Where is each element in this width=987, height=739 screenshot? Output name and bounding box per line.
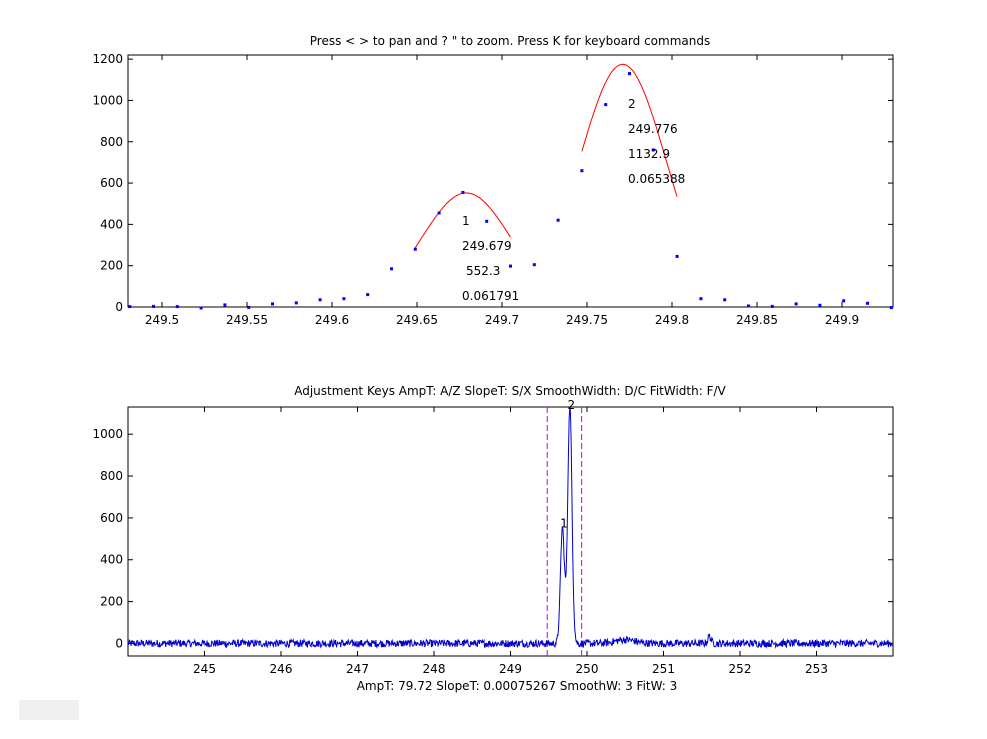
signal-line [127,406,894,650]
data-point [889,306,893,310]
y-tick-label: 600 [100,176,123,190]
data-point [580,169,584,173]
top-plot-data-points [128,72,893,310]
data-point [437,211,441,215]
x-tick-label: 245 [193,662,216,676]
x-tick-label: 248 [423,662,446,676]
y-tick-label: 600 [100,511,123,525]
full-signal-plot: Adjustment Keys AmpT: A/Z SlopeT: S/X Sm… [92,384,894,693]
top-plot-title: Press < > to pan and ? " to zoom. Press … [310,34,710,48]
y-tick-label: 400 [100,217,123,231]
fit-annotation-position: 249.679 [462,239,512,253]
x-tick-label: 249.9 [825,313,859,327]
data-point [223,303,227,307]
data-point [366,293,370,297]
fit-annotation-width: 0.065388 [628,172,685,186]
top-plot-annotations: 1 249.679 552.3 0.061791 2 249.776 1132.9 0.065… [462,97,685,303]
fit-annotation-position: 249.776 [628,122,678,136]
peak-zoom-plot: Press < > to pan and ? " to zoom. Press … [92,34,894,327]
data-point [152,304,155,308]
y-tick-label: 1000 [92,427,123,441]
y-tick-label: 0 [115,300,123,314]
x-tick-label: 249 [499,662,522,676]
x-tick-label: 251 [652,662,675,676]
x-tick-label: 252 [729,662,752,676]
data-point [699,297,703,301]
x-tick-label: 249.55 [226,313,268,327]
data-point [461,190,465,194]
y-tick-label: 1200 [92,52,123,66]
data-point [794,302,798,306]
x-tick-label: 249.85 [736,313,778,327]
y-tick-label: 0 [115,636,123,650]
peak-label: 2 [567,398,575,412]
data-point [556,218,560,222]
y-tick-label: 1000 [92,93,123,107]
x-tick-label: 253 [805,662,828,676]
data-point [271,302,274,306]
bottom-plot-peak-labels: 12 [560,398,575,530]
y-tick-label: 200 [100,259,123,273]
x-tick-label: 249.6 [315,313,349,327]
y-tick-label: 800 [100,135,123,149]
fit-annotation-height: 1132.9 [628,147,670,161]
x-tick-label: 249.65 [396,313,438,327]
data-point [342,297,346,301]
bottom-plot-title: Adjustment Keys AmpT: A/Z SlopeT: S/X Sm… [294,384,726,398]
data-point [199,306,203,310]
status-box [19,700,79,720]
fit-annotation-width: 0.061791 [462,289,519,303]
data-point [128,305,132,309]
x-tick-label: 246 [270,662,293,676]
data-point [818,303,822,307]
x-tick-label: 249.5 [145,313,179,327]
x-tick-label: 249.8 [655,313,689,327]
data-point [390,267,393,271]
data-point [628,72,631,76]
y-tick-label: 400 [100,553,123,567]
bottom-plot-axes-box [127,406,894,657]
data-point [175,305,179,309]
x-tick-label: 250 [576,662,599,676]
fit-annotation-height: 552.3 [466,264,500,278]
data-point [532,263,536,267]
data-point [413,247,417,251]
data-point [509,264,512,268]
bottom-plot-xlabel: AmpT: 79.72 SlopeT: 0.00075267 SmoothW: … [357,679,678,693]
data-point [770,304,774,308]
fit-curve [581,63,678,197]
data-point [318,298,322,302]
fit-annotation-label: 2 [628,97,636,111]
data-point [747,304,750,308]
top-plot-ticks: 249.5 249.55 249.6 249.65 249.7 249.75 249.8 24… [92,52,893,327]
y-tick-label: 800 [100,469,123,483]
y-tick-label: 200 [100,595,123,609]
fit-annotation-label: 1 [462,214,470,228]
data-point [604,103,608,107]
data-point [723,298,727,302]
top-plot-axes-box [127,54,894,308]
peak-label: 1 [560,516,568,530]
x-tick-label: 249.75 [566,313,608,327]
data-point [866,301,869,305]
bottom-plot-window-markers [546,407,583,656]
x-tick-label: 249.7 [485,313,519,327]
data-point [842,299,846,303]
data-point [675,254,679,258]
data-point [294,301,298,305]
data-point [485,219,489,223]
data-point [651,148,655,152]
bottom-plot-ticks: 245 246 247 248 249 250 251 252 253 0 200 400 600 800… [92,407,893,676]
data-point [247,305,251,309]
x-tick-label: 247 [346,662,369,676]
